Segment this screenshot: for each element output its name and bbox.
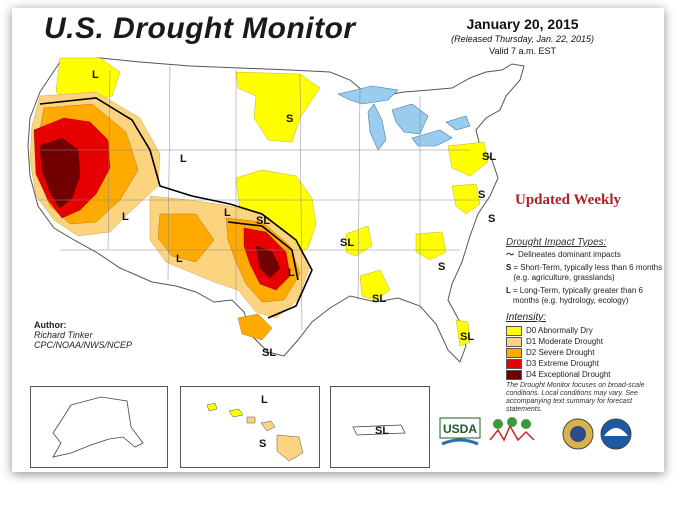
ndmc-logo (489, 417, 535, 442)
map-label-l-texas: L (288, 267, 295, 279)
legend-d4-label: D4 Exceptional Drought (526, 370, 611, 379)
map-label-sl-arkansas: SL (340, 237, 354, 249)
map-label-sl-kansas: SL (256, 215, 270, 227)
impact-lines (39, 97, 313, 319)
legend-d2-label: D2 Severe Drought (526, 348, 595, 357)
page-title: U.S. Drought Monitor (44, 12, 356, 45)
author-name: Richard Tinker (34, 330, 93, 340)
map-label-s-georgia: S (438, 261, 445, 273)
impact-long-text: = Long-Term, typically greater than 6 mo… (512, 286, 643, 305)
legend-d0: D0 Abnormally Dry (506, 325, 611, 336)
map-label-sl-florida: SL (460, 331, 474, 343)
hawaii-map: L S (206, 394, 304, 462)
legend-d4: D4 Exceptional Drought (506, 369, 611, 380)
state-lines (36, 65, 490, 331)
impact-short-key: S (506, 263, 512, 272)
hawaii-label-s: S (259, 438, 266, 450)
legend-d0-label: D0 Abnormally Dry (526, 326, 593, 335)
map-date: January 20, 2015 (466, 16, 579, 32)
updated-weekly-banner: Updated Weekly (515, 192, 621, 208)
author-block: Author: Richard Tinker CPC/NOAA/NWS/NCEP (34, 320, 132, 350)
logo-strip: USDA (439, 417, 632, 450)
map-label-l-northwest: L (92, 69, 99, 81)
hawaii-inset: L S (180, 386, 320, 468)
d0-areas (55, 57, 489, 347)
impact-long-key: L (506, 286, 511, 295)
swatch-d0 (506, 325, 522, 336)
valid-time: Valid 7 a.m. EST (489, 46, 556, 56)
map-label-sl-northeast: SL (482, 151, 496, 163)
author-heading: Author: (34, 320, 67, 330)
legend-d1: D1 Moderate Drought (506, 336, 611, 347)
map-label-s-dakotas: S (286, 113, 293, 125)
d4-areas (39, 137, 281, 279)
impact-types-heading: Drought Impact Types: (506, 237, 607, 248)
map-label-l-arizona: L (176, 253, 183, 265)
impact-line-icon: 〜 (506, 250, 514, 259)
impact-dominant-row: 〜 Delineates dominant impacts (506, 250, 664, 260)
intensity-heading: Intensity: (506, 312, 547, 323)
swatch-d4 (506, 369, 522, 380)
map-label-sl-south-texas: SL (262, 347, 276, 359)
swatch-d2 (506, 347, 522, 358)
partner-logos: USDA (438, 412, 638, 456)
hawaii-label-l: L (261, 394, 268, 406)
impact-dominant-text: Delineates dominant impacts (518, 250, 621, 259)
release-date: (Released Thursday, Jan. 22, 2015) (451, 34, 594, 44)
map-label-l-nevada: L (122, 211, 129, 223)
map-label-l-idaho: L (180, 153, 187, 165)
legend-d2: D2 Severe Drought (506, 347, 611, 358)
map-label-s-mid-atlantic: S (478, 189, 485, 201)
author-org: CPC/NOAA/NWS/NCEP (34, 340, 133, 350)
noaa-logo (600, 418, 632, 450)
impact-long-row: L = Long-Term, typically greater than 6 … (506, 286, 664, 306)
intensity-legend: Intensity: D0 Abnormally Dry D1 Moderate… (506, 312, 611, 380)
date-block: January 20, 2015 (Released Thursday, Jan… (451, 16, 594, 56)
legend-d1-label: D1 Moderate Drought (526, 337, 603, 346)
alaska-map (52, 396, 144, 458)
map-label-l-colorado: L (224, 207, 231, 219)
legend-d3: D3 Extreme Drought (506, 358, 611, 369)
disclaimer-note: The Drought Monitor focuses on broad-sca… (506, 382, 645, 413)
impact-short-row: S = Short-Term, typically less than 6 mo… (506, 263, 664, 283)
alaska-inset (30, 386, 168, 468)
legend-d3-label: D3 Extreme Drought (526, 359, 599, 368)
impact-short-text: = Short-Term, typically less than 6 mont… (513, 263, 663, 282)
swatch-d1 (506, 336, 522, 347)
swatch-d3 (506, 358, 522, 369)
doc-seal-logo (562, 418, 594, 450)
puerto-rico-inset: SL (330, 386, 430, 468)
puerto-rico-label-sl: SL (375, 425, 389, 437)
usda-logo-text: USDA (443, 422, 477, 436)
map-label-s-virginia: S (488, 213, 495, 225)
usda-logo: USDA (439, 417, 481, 446)
impact-types-legend: Drought Impact Types: 〜 Delineates domin… (506, 238, 664, 309)
puerto-rico-map: SL (352, 424, 406, 437)
map-label-sl-louisiana: SL (372, 293, 386, 305)
